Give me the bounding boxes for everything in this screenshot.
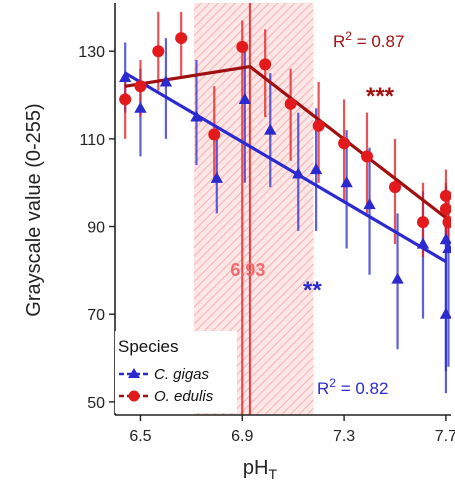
c-gigas-point-0 [119, 71, 132, 83]
o-edulis-point-12 [417, 216, 429, 229]
o-edulis-point-9 [338, 137, 351, 150]
o-edulis-point-2 [152, 45, 165, 58]
x-tick-label-7.3: 7.3 [333, 428, 355, 445]
o-edulis-point-6 [259, 58, 272, 71]
c-gigas-point-14 [442, 241, 451, 253]
o-edulis-point-4 [208, 128, 221, 141]
o-edulis-r2-label: R2 = 0.87 [333, 29, 404, 51]
c-gigas-point-15 [439, 307, 451, 319]
c-gigas-point-1 [134, 101, 147, 113]
c-gigas-significance: ** [303, 277, 322, 304]
o-edulis-point-0 [119, 93, 132, 106]
o-edulis-point-3 [175, 32, 188, 45]
breakpoint-label: 6.93 [230, 260, 265, 280]
y-tick-label-90: 90 [87, 220, 105, 237]
o-edulis-point-5 [236, 40, 249, 53]
o-edulis-point-14 [439, 203, 451, 215]
legend-marker-o-edulis [128, 390, 140, 402]
c-gigas-r2-label: R2 = 0.82 [317, 376, 388, 398]
x-tick-label-6.9: 6.9 [231, 428, 253, 445]
c-gigas-point-11 [391, 272, 404, 284]
x-tick-label-7.7: 7.7 [435, 428, 455, 445]
y-tick-label-110: 110 [79, 132, 105, 149]
o-edulis-point-10 [361, 150, 373, 163]
o-edulis-point-8 [312, 119, 325, 132]
c-gigas-point-2 [159, 75, 173, 87]
y-tick-label-130: 130 [78, 44, 105, 61]
o-edulis-point-13 [439, 189, 451, 202]
o-edulis-point-7 [284, 97, 297, 110]
c-gigas-point-6 [264, 123, 277, 135]
c-gigas-point-4 [210, 171, 223, 183]
x-tick-label-6.5: 6.5 [129, 428, 151, 445]
c-gigas-fit-line [124, 71, 447, 263]
legend-marker-c-gigas [128, 368, 140, 378]
y-axis-title: Grayscale value (0-255) [23, 103, 45, 316]
legend: Species C. gigas O. edulis [115, 331, 237, 413]
c-gigas-point-5 [238, 92, 251, 104]
c-gigas-point-7 [292, 167, 305, 179]
y-tick-label-50: 50 [87, 395, 105, 412]
legend-label-c-gigas: C. gigas [154, 366, 210, 383]
c-gigas-point-12 [416, 237, 430, 249]
c-gigas-point-13 [439, 233, 451, 245]
legend-title: Species [118, 337, 178, 356]
o-edulis-significance: *** [366, 83, 395, 110]
o-edulis-point-15 [442, 216, 451, 229]
y-tick-label-70: 70 [87, 307, 105, 324]
legend-label-o-edulis: O. edulis [154, 388, 214, 405]
c-gigas-point-9 [340, 176, 353, 188]
c-gigas-point-10 [363, 198, 376, 210]
c-gigas-point-3 [190, 110, 203, 122]
o-edulis-point-11 [389, 181, 401, 194]
o-edulis-point-1 [134, 80, 147, 93]
x-axis-title: pHT [243, 457, 278, 482]
c-gigas-point-8 [309, 163, 323, 175]
